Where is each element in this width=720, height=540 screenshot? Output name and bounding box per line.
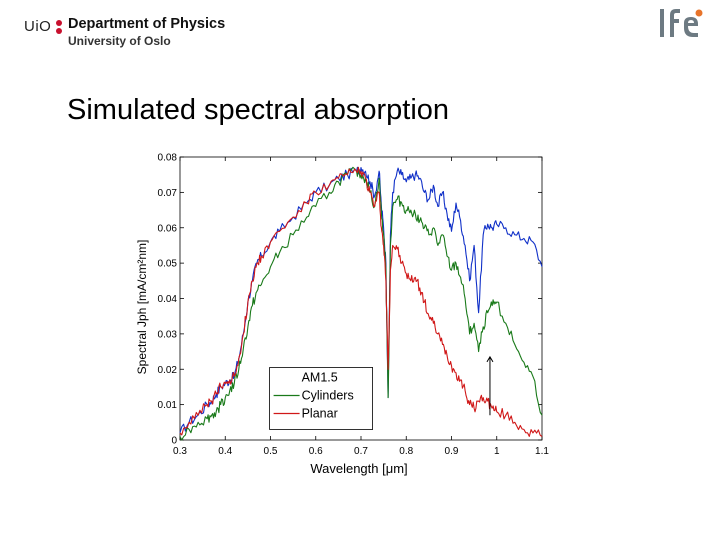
x-tick-label: 0.5 bbox=[264, 446, 278, 457]
x-tick-label: 0.9 bbox=[445, 446, 459, 457]
series-line-planar bbox=[179, 166, 543, 437]
uio-dots-icon bbox=[56, 20, 64, 34]
y-tick-label: 0.02 bbox=[158, 365, 178, 376]
slide-title: Simulated spectral absorption bbox=[67, 94, 450, 126]
x-tick-label: 1 bbox=[494, 446, 500, 457]
x-tick-label: 0.4 bbox=[218, 446, 232, 457]
y-tick-label: 0.03 bbox=[158, 329, 178, 340]
legend-box bbox=[269, 367, 373, 430]
series-line-cylinders bbox=[179, 166, 543, 441]
x-tick-label: 0.3 bbox=[173, 446, 187, 457]
y-tick-label: 0.04 bbox=[158, 294, 178, 305]
uio-logo-text: UiO bbox=[24, 18, 52, 35]
y-tick-label: 0.08 bbox=[158, 153, 178, 164]
y-tick-label: 0.05 bbox=[158, 259, 178, 270]
y-tick-label: 0.07 bbox=[158, 188, 178, 199]
y-axis-label: Spectral Jph [mA/cm²nm] bbox=[135, 240, 149, 375]
ife-logo-icon bbox=[660, 9, 703, 37]
y-tick-label: 0.01 bbox=[158, 400, 178, 411]
y-tick-label: 0.06 bbox=[158, 223, 178, 234]
x-tick-label: 1.1 bbox=[535, 446, 549, 457]
x-axis-label: Wavelength [μm] bbox=[310, 461, 407, 476]
legend-label: Planar bbox=[302, 406, 338, 420]
x-tick-label: 0.6 bbox=[309, 446, 323, 457]
y-tick-label: 0 bbox=[171, 436, 177, 447]
legend-label: AM1.5 bbox=[302, 370, 338, 384]
university-name: University of Oslo bbox=[68, 34, 171, 48]
legend-label: Cylinders bbox=[302, 388, 354, 402]
spectral-absorption-chart: Spectral Jph [mA/cm²nm] Wavelength [μm] … bbox=[135, 153, 549, 477]
department-name: Department of Physics bbox=[68, 16, 226, 32]
x-tick-label: 0.7 bbox=[354, 446, 368, 457]
x-tick-label: 0.8 bbox=[399, 446, 413, 457]
annotation-arrow-head bbox=[486, 355, 494, 363]
